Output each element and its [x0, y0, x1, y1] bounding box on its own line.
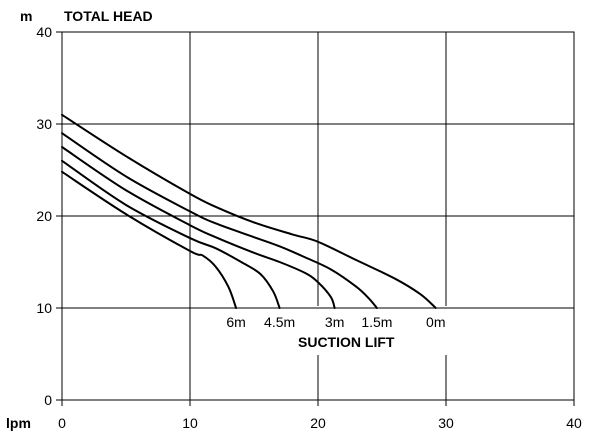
curve-label-3m: 3m — [325, 314, 344, 330]
y-tick-label-10: 10 — [36, 300, 52, 316]
x-tick-label-0: 0 — [58, 415, 66, 431]
y-unit-label: m — [20, 8, 32, 24]
x-unit-label: lpm — [6, 415, 31, 431]
curve-label-1-5m: 1.5m — [361, 314, 392, 330]
curve-label-4-5m: 4.5m — [264, 314, 295, 330]
y-tick-label-30: 30 — [36, 116, 52, 132]
curve-label-6m: 6m — [226, 314, 245, 330]
x-axis-ticks: 0 10 20 30 40 — [58, 400, 582, 431]
y-tick-label-20: 20 — [36, 208, 52, 224]
curve-6m — [61, 170, 238, 309]
x-tick-label-20: 20 — [310, 415, 326, 431]
x-tick-label-30: 30 — [438, 415, 454, 431]
y-tick-label-40: 40 — [36, 24, 52, 40]
chart-title: TOTAL HEAD — [64, 8, 153, 24]
curve-4-5m — [61, 159, 281, 309]
curve-label-0m: 0m — [426, 314, 445, 330]
x-tick-label-10: 10 — [182, 415, 198, 431]
curve-0m — [61, 113, 437, 309]
curve-3m — [61, 146, 336, 309]
curve-labels: 0m 1.5m 3m 4.5m 6m — [226, 314, 445, 330]
curves — [61, 113, 437, 309]
y-tick-label-0: 0 — [44, 392, 52, 408]
suction-lift-annotation: SUCTION LIFT — [298, 334, 395, 350]
x-tick-label-40: 40 — [566, 415, 582, 431]
curve-1-5m — [61, 132, 378, 309]
y-axis-ticks: 0 10 20 30 40 — [36, 24, 62, 408]
